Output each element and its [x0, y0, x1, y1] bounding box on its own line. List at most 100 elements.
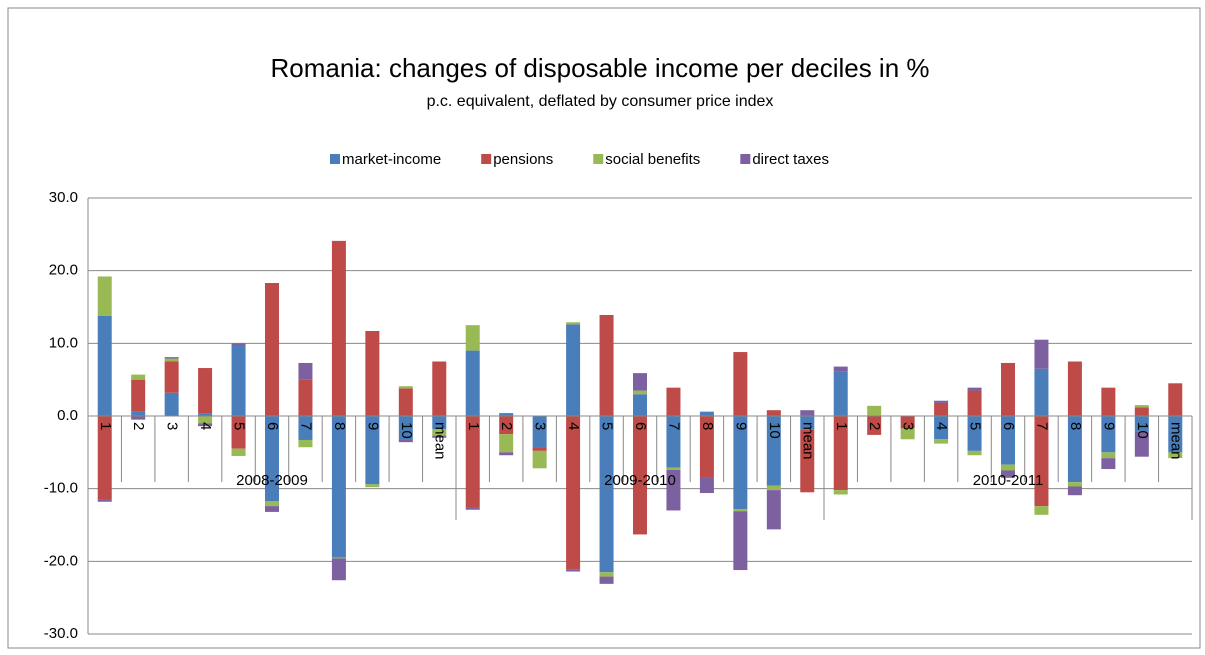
bar-segment: [566, 569, 581, 572]
bar-segment: [666, 416, 681, 468]
bar-segment: [198, 368, 213, 414]
bar-segment: [131, 411, 146, 416]
bar-segment: [532, 450, 547, 469]
bar-segment: [766, 485, 781, 491]
x-tick-label: 4: [933, 422, 950, 430]
bar-segment: [97, 499, 112, 502]
bar-segment: [833, 366, 848, 372]
legend-swatch: [330, 154, 340, 164]
x-tick-label: 10: [766, 422, 783, 439]
x-tick-label: 7: [1033, 422, 1050, 430]
x-tick-label: mean: [431, 422, 448, 460]
x-tick-label: mean: [799, 422, 816, 460]
bar-segment: [131, 416, 146, 420]
bar-segment: [1067, 486, 1082, 496]
bar-segment: [1134, 405, 1149, 408]
x-tick-label: 10: [1134, 422, 1151, 439]
bar-segment: [231, 416, 246, 449]
bar-segment: [398, 388, 413, 416]
bar-segment: [867, 416, 882, 435]
group-label: 2009-2010: [604, 472, 676, 489]
bar-segment: [699, 477, 714, 494]
bar-segment: [432, 435, 447, 438]
bar-segment: [298, 379, 313, 416]
bar-segment: [532, 447, 547, 451]
bar-segment: [398, 416, 413, 440]
bar-segment: [800, 410, 815, 416]
bar-segment: [800, 429, 815, 493]
bar-segment: [532, 416, 547, 448]
x-tick-label: 1: [465, 422, 482, 430]
x-tick-label: 6: [632, 422, 649, 430]
x-tick-label: 2: [130, 422, 147, 430]
bar-segment: [365, 330, 380, 416]
bar-segment: [131, 374, 146, 380]
bar-segment: [432, 361, 447, 416]
bar-segment: [1001, 470, 1015, 478]
legend-label: market-income: [342, 151, 441, 168]
bar-segment: [599, 416, 614, 573]
bar-segment: [298, 439, 313, 448]
bar-segment: [666, 467, 681, 470]
bar-segment: [699, 416, 714, 478]
x-tick-label: 1: [97, 422, 114, 430]
bar-segment: [699, 411, 714, 416]
legend-label: direct taxes: [752, 151, 829, 168]
bar-segment: [198, 416, 213, 424]
bar-segment: [198, 413, 213, 416]
y-tick-label: 0.0: [57, 407, 78, 424]
bar-segment: [465, 507, 480, 510]
bar-segment: [231, 345, 246, 416]
bar-segment: [1168, 452, 1183, 459]
legend-swatch: [481, 154, 492, 164]
bar-segment: [97, 276, 112, 316]
bar-segment: [1067, 361, 1082, 416]
y-tick-label: -30.0: [44, 625, 78, 642]
bar-segment: [1168, 416, 1183, 453]
bar-segment: [164, 357, 179, 359]
bar-segment: [934, 439, 949, 444]
bar-segment: [1134, 416, 1149, 432]
bar-segment: [1168, 383, 1183, 416]
bar-segment: [331, 240, 346, 416]
legend-swatch: [593, 154, 604, 164]
bar-segment: [398, 386, 413, 389]
bar-segment: [265, 416, 279, 502]
bar-segment: [298, 416, 313, 440]
bar-segment: [867, 405, 882, 416]
x-tick-label: 1: [833, 422, 850, 430]
x-tick-label: 6: [1000, 422, 1017, 430]
bar-segment: [1101, 458, 1116, 470]
bar-segment: [465, 325, 480, 351]
bar-segment: [1101, 387, 1116, 416]
bar-segment: [398, 439, 413, 443]
bar-segment: [934, 416, 949, 440]
group-label: 2010-2011: [973, 472, 1044, 489]
bar-segment: [633, 394, 647, 416]
bar-segment: [633, 373, 647, 391]
x-tick-label: 9: [732, 422, 749, 430]
bar-segment: [833, 416, 848, 491]
bar-segment: [833, 371, 848, 416]
bar-segment: [666, 387, 681, 416]
bar-segment: [365, 416, 380, 485]
x-tick-label: 2: [498, 422, 515, 430]
bar-segment: [331, 416, 346, 558]
bar-segment: [1067, 416, 1082, 483]
legend-swatch: [740, 154, 751, 164]
bar-segment: [766, 410, 781, 416]
x-tick-label: 3: [164, 422, 181, 430]
y-tick-label: 10.0: [49, 334, 78, 351]
bar-segment: [465, 350, 480, 416]
chart-title: Romania: changes of disposable income pe…: [270, 53, 929, 83]
legend-label: pensions: [493, 151, 553, 168]
group-label: 2008-2009: [236, 472, 308, 489]
bar-segment: [967, 416, 982, 451]
bar-segment: [566, 416, 581, 570]
bar-segment: [499, 452, 514, 456]
y-tick-label: -20.0: [44, 552, 78, 569]
bar-segment: [164, 358, 179, 362]
bar-segment: [766, 490, 781, 530]
x-tick-label: 7: [665, 422, 682, 430]
